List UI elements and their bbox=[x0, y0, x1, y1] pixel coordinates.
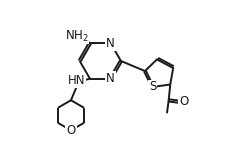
Text: O: O bbox=[66, 124, 75, 137]
Text: HN: HN bbox=[68, 74, 85, 87]
Text: O: O bbox=[179, 96, 188, 108]
Text: NH$_2$: NH$_2$ bbox=[64, 28, 88, 44]
Text: N: N bbox=[106, 72, 115, 85]
Text: S: S bbox=[148, 80, 156, 93]
Text: N: N bbox=[106, 37, 115, 50]
